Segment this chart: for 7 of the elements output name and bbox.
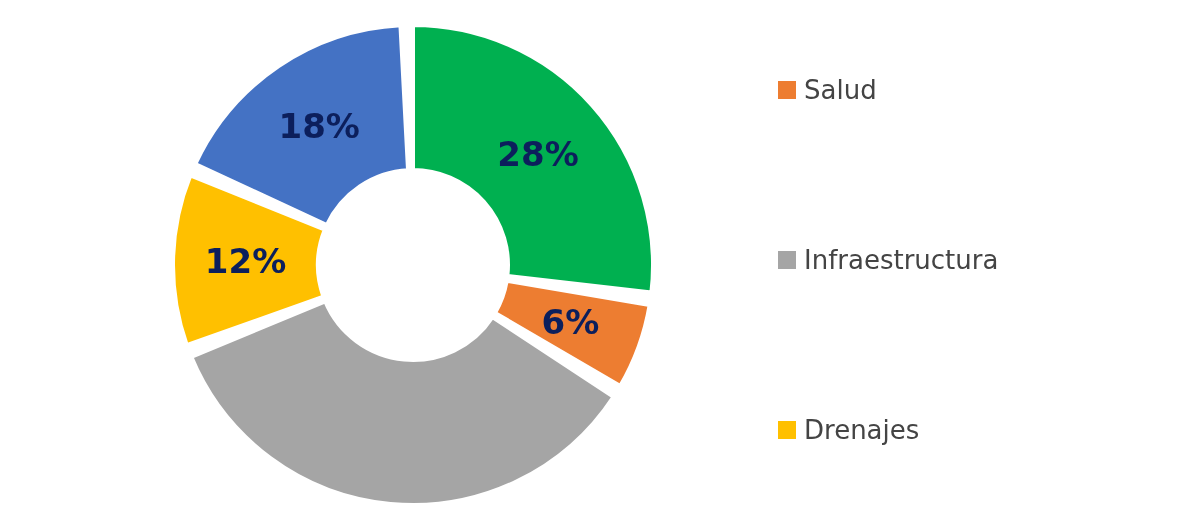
- legend-label: Infraestructura: [804, 245, 999, 275]
- data-label: 18%: [278, 106, 360, 147]
- data-label: 6%: [541, 302, 600, 343]
- data-label: 12%: [204, 241, 287, 282]
- legend-label: Salud: [804, 75, 877, 105]
- legend-label: Drenajes: [804, 415, 920, 445]
- data-label: 28%: [497, 133, 579, 174]
